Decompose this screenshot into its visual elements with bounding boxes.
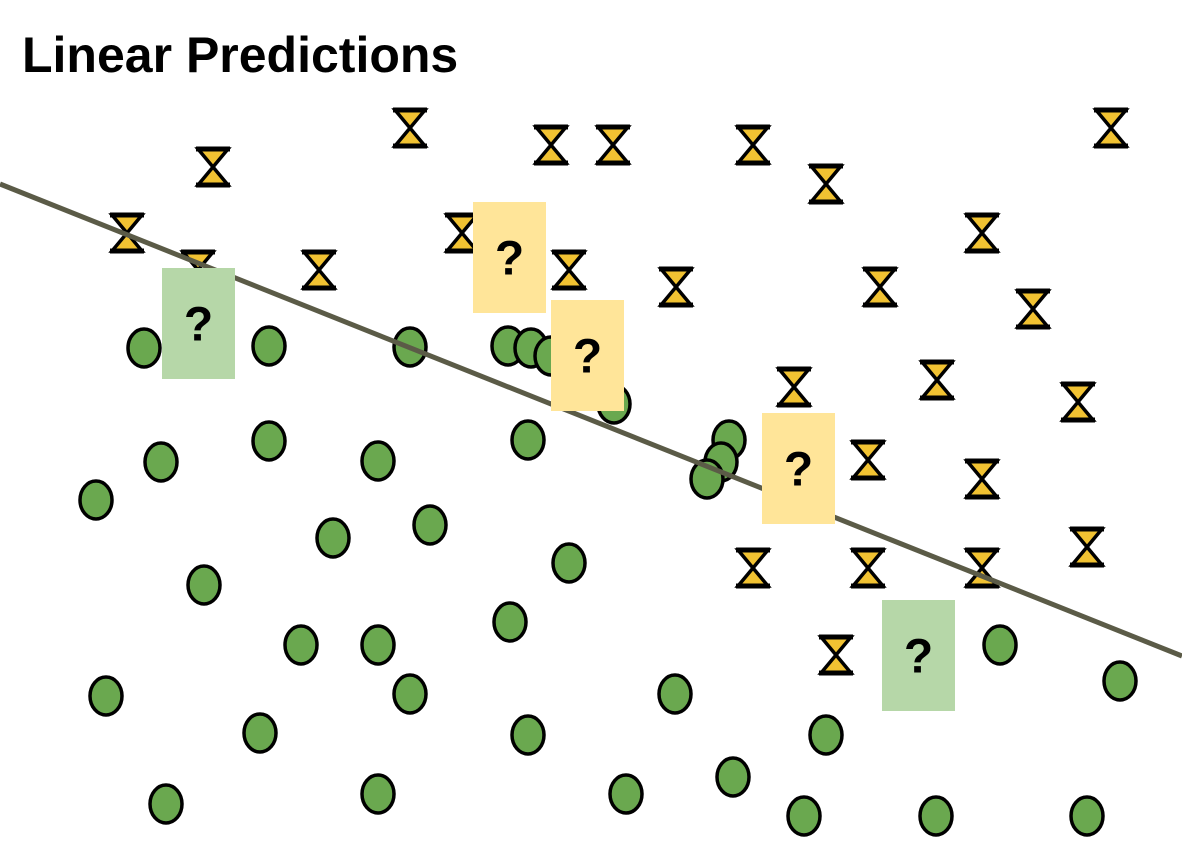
query-point-circle: ? xyxy=(882,600,955,711)
circle-point xyxy=(982,624,1018,666)
query-box xyxy=(473,202,546,313)
hourglass-point xyxy=(734,124,772,166)
hourglass-point xyxy=(849,439,887,481)
hourglass-point xyxy=(1092,107,1130,149)
hourglass-point xyxy=(532,124,570,166)
query-box xyxy=(882,600,955,711)
query-point-hourglass: ? xyxy=(551,300,624,411)
circle-point xyxy=(315,517,351,559)
circle-point xyxy=(78,479,114,521)
query-points: ????? xyxy=(162,202,955,711)
hourglass-point xyxy=(861,266,899,308)
question-mark-label: ? xyxy=(573,331,602,384)
hourglass-point xyxy=(1068,526,1106,568)
question-mark-label: ? xyxy=(495,233,524,286)
query-point-hourglass: ? xyxy=(473,202,546,313)
query-point-circle: ? xyxy=(162,268,235,379)
hourglass-point xyxy=(1014,288,1052,330)
circle-point xyxy=(251,420,287,462)
circle-point xyxy=(148,783,184,825)
circle-point xyxy=(608,773,644,815)
hourglass-point xyxy=(194,146,232,188)
hourglass-point xyxy=(657,266,695,308)
circle-point xyxy=(918,795,954,837)
circle-point xyxy=(283,624,319,666)
hourglass-point xyxy=(594,124,632,166)
circle-point xyxy=(510,714,546,756)
hourglass-point xyxy=(1059,381,1097,423)
circle-point xyxy=(1069,795,1105,837)
question-mark-label: ? xyxy=(904,631,933,684)
hourglass-point xyxy=(817,634,855,676)
hourglass-point xyxy=(300,249,338,291)
hourglass-point xyxy=(849,547,887,589)
hourglass-points xyxy=(108,107,1130,676)
hourglass-point xyxy=(963,458,1001,500)
circle-point xyxy=(186,564,222,606)
circle-point xyxy=(242,712,278,754)
hourglass-point xyxy=(391,107,429,149)
circle-point xyxy=(551,542,587,584)
circle-point xyxy=(492,601,528,643)
question-mark-label: ? xyxy=(184,299,213,352)
circle-point xyxy=(126,327,162,369)
circle-point xyxy=(786,795,822,837)
hourglass-point xyxy=(918,359,956,401)
circle-point xyxy=(392,673,428,715)
circle-point xyxy=(1102,660,1138,702)
circle-point xyxy=(360,773,396,815)
circle-point xyxy=(143,441,179,483)
circle-point xyxy=(657,673,693,715)
decision-boundary-line xyxy=(0,181,1182,659)
circle-point xyxy=(360,440,396,482)
query-box xyxy=(551,300,624,411)
hourglass-point xyxy=(775,366,813,408)
question-mark-label: ? xyxy=(784,444,813,497)
diagram-title: Linear Predictions xyxy=(22,27,459,83)
circle-point xyxy=(412,504,448,546)
circle-point xyxy=(251,325,287,367)
circle-point xyxy=(808,714,844,756)
hourglass-point xyxy=(550,249,588,291)
query-point-hourglass: ? xyxy=(762,413,835,524)
query-box xyxy=(162,268,235,379)
hourglass-point xyxy=(963,212,1001,254)
query-box xyxy=(762,413,835,524)
hourglass-point xyxy=(807,163,845,205)
circle-point xyxy=(360,624,396,666)
hourglass-point xyxy=(108,212,146,254)
circle-point xyxy=(88,675,124,717)
circle-point xyxy=(715,756,751,798)
hourglass-point xyxy=(734,547,772,589)
circle-point xyxy=(510,419,546,461)
